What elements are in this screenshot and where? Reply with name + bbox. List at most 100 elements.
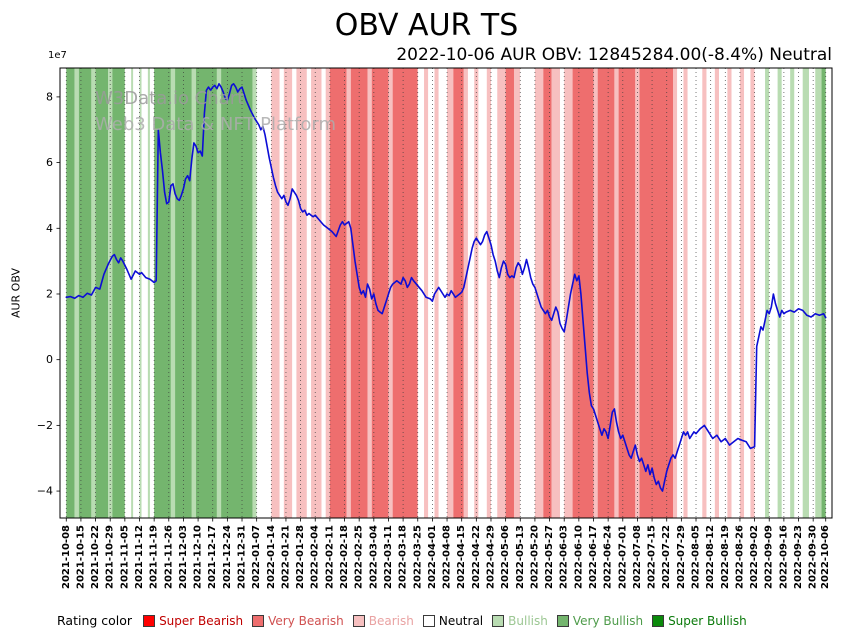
- gridlines: [65, 68, 827, 518]
- x-tick-label: 2022-05-06: [500, 525, 511, 589]
- legend-item-bearish: Bearish: [352, 614, 414, 628]
- rating-band-very-bullish: [112, 68, 125, 518]
- rating-band-neutral: [478, 68, 487, 518]
- legend-label-bullish: Bullish: [508, 613, 548, 628]
- legend-swatch-neutral: [422, 614, 435, 627]
- x-tick-label: 2022-05-27: [544, 525, 555, 589]
- rating-band-bearish: [513, 68, 521, 518]
- x-tick-label: 2022-04-01: [427, 525, 438, 589]
- rating-band-neutral: [719, 68, 728, 518]
- legend-swatch-very-bearish: [252, 614, 265, 627]
- legend-item-neutral: Neutral: [422, 613, 484, 628]
- rating-band-bullish: [777, 68, 782, 518]
- rating-band-bearish: [388, 68, 393, 518]
- x-tick-label: 2022-07-08: [632, 525, 643, 589]
- rating-band-neutral: [141, 68, 148, 518]
- rating-band-neutral: [731, 68, 740, 518]
- x-tick-label: 2022-02-25: [354, 525, 365, 589]
- x-tick-label: 2021-12-24: [222, 525, 233, 589]
- legend-swatch-super-bullish: [652, 614, 665, 627]
- rating-band-bearish: [727, 68, 732, 518]
- x-tick-label: 2022-08-05: [691, 525, 702, 589]
- legend-label-neutral: Neutral: [438, 613, 484, 628]
- x-tick-label: 2022-01-07: [251, 525, 262, 589]
- x-tick-label: 2022-08-19: [720, 525, 731, 589]
- x-tick-label: 2021-10-15: [75, 525, 86, 589]
- x-tick-label: 2022-01-28: [295, 525, 306, 589]
- rating-band-bullish: [815, 68, 822, 518]
- rating-band-bearish: [750, 68, 755, 518]
- rating-band-neutral: [490, 68, 498, 518]
- x-tick-label: 2022-08-12: [705, 525, 716, 589]
- rating-band-bearish: [714, 68, 720, 518]
- legend-item-very-bearish: Very Bearish: [252, 614, 344, 628]
- rating-band-bearish: [614, 68, 619, 518]
- rating-band-bearish: [325, 68, 330, 518]
- rating-band-bearish: [672, 68, 678, 518]
- legend-item-bullish: Bullish: [492, 614, 548, 628]
- x-tick-label: 2022-04-29: [485, 525, 496, 589]
- x-axis: 2021-10-08 2021-10-15 2021-10-22 2021-10-29…: [61, 518, 831, 589]
- rating-band-bearish: [486, 68, 491, 518]
- rating-band-very-bullish: [154, 68, 171, 518]
- rating-band-very-bearish: [543, 68, 552, 518]
- chart-subtitle: 2022-10-06 AUR OBV: 12845284.00(-8.4%) N…: [396, 45, 832, 65]
- rating-band-bullish: [216, 68, 222, 518]
- rating-band-bullish: [252, 68, 257, 518]
- x-tick-label: 2022-03-04: [368, 525, 379, 589]
- rating-band-neutral: [677, 68, 684, 518]
- x-tick-label: 2022-03-11: [383, 525, 394, 589]
- rating-band-neutral: [754, 68, 766, 518]
- rating-band-very-bullish: [78, 68, 92, 518]
- rating-band-bullish: [74, 68, 79, 518]
- x-tick-label: 2021-10-29: [105, 525, 116, 589]
- rating-band-bearish: [346, 68, 351, 518]
- rating-band-bullish: [790, 68, 795, 518]
- rating-band-bullish: [191, 68, 196, 518]
- legend-item-super-bullish: Super Bullish: [652, 614, 747, 628]
- x-tick-label: 2022-02-18: [339, 525, 350, 589]
- rating-band-neutral: [256, 68, 272, 518]
- y-tick-label: −2: [37, 419, 53, 432]
- rating-bands: [66, 68, 826, 518]
- x-tick-label: 2022-07-29: [676, 525, 687, 589]
- rating-band-neutral: [306, 68, 312, 518]
- x-tick-label: 2022-09-09: [764, 525, 775, 589]
- legend-swatch-bearish: [352, 614, 365, 627]
- x-tick-label: 2022-02-04: [310, 525, 321, 589]
- x-tick-label: 2021-10-22: [90, 525, 101, 589]
- x-tick-label: 2021-11-12: [134, 525, 145, 589]
- x-tick-label: 2021-10-08: [61, 525, 72, 589]
- x-tick-label: 2022-06-03: [559, 525, 570, 589]
- x-tick-label: 2022-08-26: [734, 525, 745, 589]
- x-tick-label: 2022-05-13: [515, 525, 526, 589]
- legend-label-very-bullish: Very Bullish: [572, 613, 644, 628]
- x-tick-label: 2022-06-17: [588, 525, 599, 589]
- rating-band-very-bearish: [505, 68, 514, 518]
- x-tick-label: 2021-11-05: [119, 525, 130, 589]
- x-tick-label: 2022-09-30: [808, 525, 819, 589]
- x-tick-label: 2022-04-22: [471, 525, 482, 589]
- rating-band-bearish: [497, 68, 506, 518]
- rating-band-bearish: [683, 68, 688, 518]
- rating-band-very-bearish: [453, 68, 464, 518]
- rating-band-neutral: [744, 68, 751, 518]
- axes-spines: [59, 67, 833, 519]
- rating-band-bearish: [593, 68, 598, 518]
- rating-band-very-bullish: [821, 68, 826, 518]
- rating-band-very-bearish: [572, 68, 594, 518]
- rating-band-very-bearish: [371, 68, 389, 518]
- rating-band-neutral: [520, 68, 535, 518]
- legend-title: Rating color: [57, 613, 133, 628]
- x-tick-label: 2022-06-24: [603, 525, 614, 589]
- y-tick-label: 0: [46, 353, 53, 366]
- y-tick-label: 4: [46, 222, 53, 235]
- x-tick-label: 2022-02-11: [324, 525, 335, 589]
- x-tick-label: 2022-07-22: [661, 525, 672, 589]
- y-tick-label: 2: [46, 287, 53, 300]
- rating-band-very-bearish: [597, 68, 615, 518]
- y-axis-offset-text: 1e7: [48, 50, 67, 61]
- legend-item-very-bullish: Very Bullish: [556, 613, 644, 628]
